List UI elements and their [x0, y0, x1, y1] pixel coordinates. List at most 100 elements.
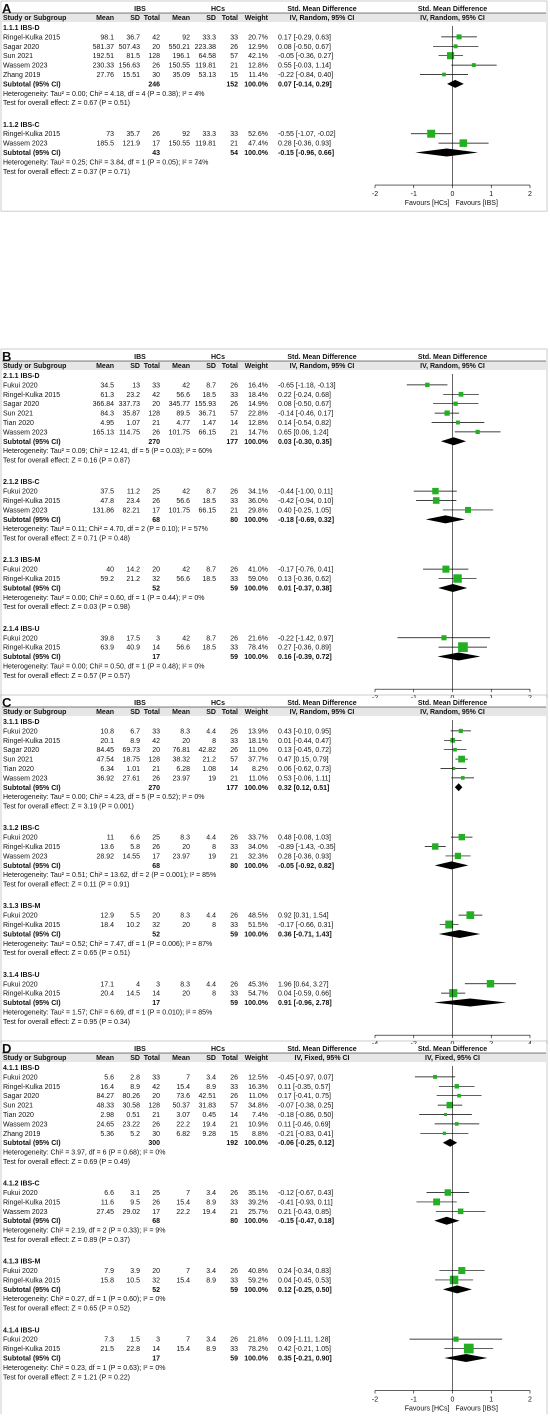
- study-marker: [444, 1189, 452, 1196]
- study-mean-hcs: 7: [186, 1268, 190, 1275]
- study-marker: [432, 843, 439, 850]
- study-mean-hcs: 20: [182, 991, 190, 998]
- study-marker: [449, 989, 458, 998]
- overall-effect-text: Test for overall effect: Z = 0.65 (P = 0…: [3, 1306, 130, 1313]
- subtotal-total-ibs: 270: [148, 785, 160, 792]
- study-sd-hcs: 1.08: [202, 766, 216, 773]
- study-total-hcs: 26: [230, 1337, 238, 1344]
- study-sd-ibs: 337.73: [119, 401, 141, 408]
- heterogeneity-text: Heterogeneity: Chi² = 3.97, df = 6 (P = …: [3, 1150, 166, 1157]
- subtotal-total-ibs: 68: [152, 863, 160, 870]
- study-marker: [442, 1131, 446, 1135]
- study-marker: [475, 429, 480, 435]
- study-mean-ibs: 63.9: [100, 645, 114, 652]
- study-total-ibs: 26: [152, 844, 160, 851]
- study-name: Ringel-Kulka 2015: [3, 991, 60, 998]
- study-sd-hcs: 4.4: [206, 913, 216, 920]
- study-sd-ibs: 121.9: [122, 141, 140, 148]
- study-mean-hcs: 4.77: [176, 420, 190, 427]
- study-mean-ibs: 21.5: [100, 1346, 114, 1353]
- study-total-hcs: 33: [230, 844, 238, 851]
- study-mean-ibs: 27.76: [96, 72, 114, 79]
- study-mean-ibs: 366.84: [93, 401, 115, 408]
- study-mean-ibs: 230.33: [93, 63, 115, 70]
- study-sd-ibs: 14.55: [122, 853, 140, 860]
- study-ci: -0.05 [-0.36, 0.27]: [278, 53, 333, 60]
- study-total-hcs: 26: [230, 913, 238, 920]
- study-weight: 25.7%: [248, 1209, 268, 1216]
- subtotal-total-hcs: 177: [226, 439, 238, 446]
- subtotal-ci: 0.32 [0.12, 0.51]: [278, 785, 329, 792]
- study-mean-hcs: 550.21: [169, 44, 191, 51]
- study-total-ibs: 17: [152, 507, 160, 514]
- study-marker: [454, 1122, 459, 1126]
- study-weight: 11.0%: [249, 747, 268, 754]
- subtotal-label: Subtotal (95% CI): [3, 1000, 61, 1007]
- study-weight: 22.8%: [248, 411, 268, 418]
- study-marker: [444, 1113, 448, 1116]
- group2-header: HCs: [211, 700, 225, 707]
- x-tick-label: -2: [372, 1397, 378, 1404]
- study-marker: [444, 410, 450, 416]
- study-sd-hcs: 8.7: [206, 567, 216, 574]
- study-ci: 0.55 [-0.03, 1.14]: [278, 63, 331, 70]
- study-total-hcs: 26: [230, 835, 238, 842]
- col-total-hcs: Total: [222, 15, 238, 22]
- overall-effect-text: Test for overall effect: Z = 0.57 (P = 0…: [3, 673, 130, 680]
- study-total-ibs: 3: [156, 635, 160, 642]
- study-total-ibs: 128: [148, 53, 160, 60]
- study-ci: 0.21 [-0.43, 0.85]: [278, 1209, 331, 1216]
- study-mean-hcs: 8.3: [180, 728, 190, 735]
- study-marker: [432, 487, 439, 495]
- study-weight: 16.4%: [248, 382, 268, 389]
- study-mean-hcs: 7: [186, 1074, 190, 1081]
- study-sd-hcs: 9.28: [202, 1131, 216, 1138]
- plot-ci-header: IV, Random, 95% CI: [420, 363, 485, 370]
- panel-border: [0, 0, 548, 212]
- overall-effect-text: Test for overall effect: Z = 0.95 (P = 0…: [3, 1019, 130, 1026]
- subgroup-title: 4.1.2 IBS-C: [3, 1181, 40, 1188]
- subgroup-title: 2.1.4 IBS-U: [3, 626, 40, 633]
- study-sd-ibs: 21.2: [126, 576, 140, 583]
- study-mean-ibs: 48.33: [96, 1103, 114, 1110]
- plot-title: Std. Mean Difference: [418, 6, 487, 13]
- study-total-ibs: 20: [152, 44, 160, 51]
- study-marker: [458, 755, 465, 763]
- study-mean-ibs: 185.5: [96, 141, 114, 148]
- subtotal-total-ibs: 270: [148, 439, 160, 446]
- study-total-ibs: 17: [152, 853, 160, 860]
- study-sd-ibs: 0.51: [126, 1112, 140, 1119]
- study-name: Zhang 2019: [3, 72, 40, 79]
- subtotal-diamond: [433, 998, 507, 1007]
- study-marker: [458, 642, 468, 653]
- study-name: Tian 2020: [3, 1112, 34, 1119]
- study-sd-hcs: 8.9: [206, 1346, 216, 1353]
- study-total-hcs: 21: [230, 507, 238, 514]
- study-name: Wassem 2023: [3, 775, 48, 782]
- col-effect-ci: IV, Fixed, 95% CI: [295, 1055, 350, 1062]
- study-name: Sun 2021: [3, 53, 33, 60]
- study-total-ibs: 20: [152, 567, 160, 574]
- subgroup-title: 4.1.1 IBS-D: [3, 1065, 40, 1072]
- study-weight: 11.0%: [249, 775, 268, 782]
- study-mean-ibs: 16.4: [100, 1084, 114, 1091]
- study-mean-ibs: 47.8: [100, 498, 114, 505]
- study-name: Fukui 2020: [3, 1074, 38, 1081]
- x-tick-label: 1: [489, 1397, 493, 1404]
- study-name: Fukui 2020: [3, 728, 38, 735]
- study-marker: [427, 129, 436, 138]
- heterogeneity-text: Heterogeneity: Tau² = 0.11; Chi² = 4.70,…: [3, 526, 208, 533]
- study-ci: 0.14 [-0.54, 0.82]: [278, 420, 331, 427]
- col-total-ibs: Total: [144, 1055, 160, 1062]
- study-sd-hcs: 8: [212, 922, 216, 929]
- study-weight: 48.5%: [248, 913, 268, 920]
- study-sd-hcs: 42.82: [198, 747, 216, 754]
- subtotal-weight: 100.0%: [244, 517, 269, 524]
- study-weight: 8.2%: [252, 766, 268, 773]
- study-sd-ibs: 3.1: [130, 1190, 140, 1197]
- study-name: Sun 2021: [3, 411, 33, 418]
- study-total-hcs: 21: [230, 429, 238, 436]
- study-mean-ibs: 581.37: [93, 44, 115, 51]
- study-mean-ibs: 15.8: [100, 1277, 114, 1284]
